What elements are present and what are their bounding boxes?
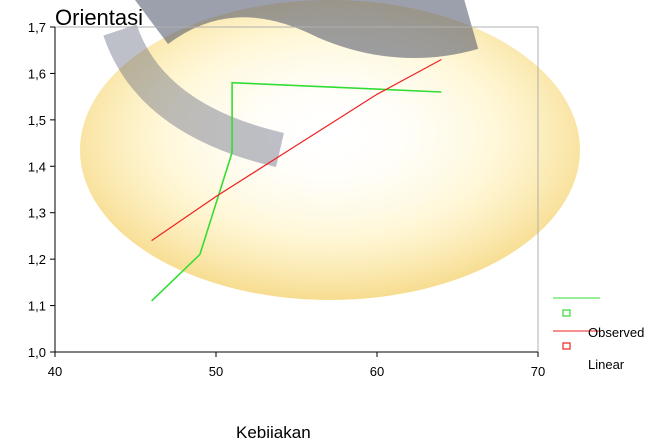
x-tick-label: 50: [209, 364, 223, 379]
legend-observed-marker: [562, 309, 571, 317]
y-tick-label: 1,0: [28, 345, 46, 360]
series-line-observed: [151, 81, 442, 302]
legend: Observed Linear: [553, 297, 644, 372]
series-line-linear: [151, 58, 442, 242]
chart-title: Orientasi: [55, 5, 143, 30]
y-tick-label: 1,2: [28, 252, 46, 267]
plot-area: [54, 26, 539, 353]
y-tick-label: 1,5: [28, 113, 46, 128]
x-tick-label: 40: [48, 364, 62, 379]
legend-observed-label: Observed: [588, 325, 644, 340]
y-tick-label: 1,3: [28, 206, 46, 221]
x-tick-label: 70: [531, 364, 545, 379]
x-axis-label: Kebijakan: [236, 423, 311, 438]
x-axis-ticks: 40 50 60 70: [48, 352, 545, 379]
y-tick-label: 1,4: [28, 159, 46, 174]
series-lines: [151, 58, 442, 302]
legend-linear-label: Linear: [588, 357, 625, 372]
x-tick-label: 60: [370, 364, 384, 379]
y-axis-ticks: 1,0 1,1 1,2 1,3 1,4 1,5 1,6 1,7: [28, 20, 55, 360]
y-tick-label: 1,6: [28, 66, 46, 81]
plot-frame: [54, 26, 539, 353]
y-tick-label: 1,7: [28, 20, 46, 35]
legend-linear-marker: [562, 342, 571, 350]
y-tick-label: 1,1: [28, 299, 46, 314]
